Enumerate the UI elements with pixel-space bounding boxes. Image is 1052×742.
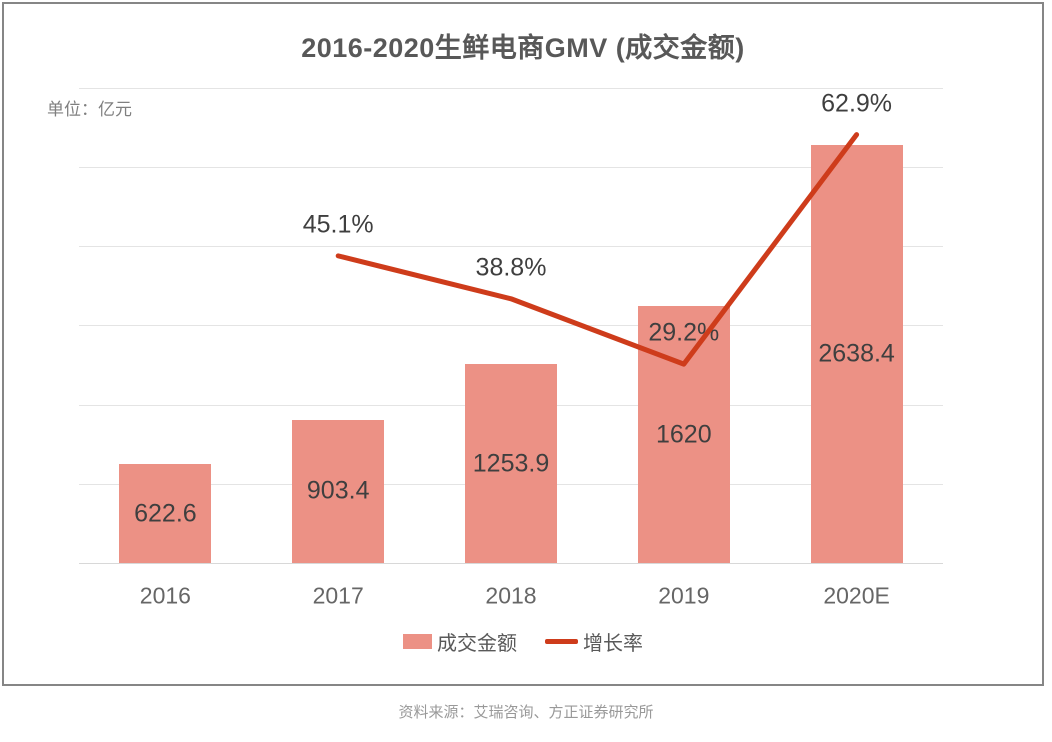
legend-label-growth: 增长率 (583, 632, 643, 655)
bar-value-label-2017: 903.4 (306, 476, 370, 505)
growth-label-2017: 45.1% (302, 210, 374, 239)
bar-value-label-2016: 622.6 (134, 499, 197, 528)
bar-2017 (292, 419, 385, 563)
x-axis-line (79, 563, 943, 564)
source-note: 资料来源：艾瑞咨询、方正证券研究所 (398, 704, 654, 721)
legend-item-gmv: 成交金额 (403, 627, 517, 656)
bar-series-swatch (403, 633, 432, 649)
x-axis-label-2016: 2016 (139, 582, 191, 609)
x-axis-label-2019: 2019 (658, 582, 710, 609)
bar-value-label-2018: 1253.9 (472, 449, 550, 478)
gridline-3000 (79, 87, 943, 89)
bar-value-label-2020E: 2638.4 (818, 339, 895, 368)
x-axis-label-2018: 2018 (485, 582, 537, 609)
bar-2016 (119, 464, 212, 563)
unit-label: 单位：亿元 (47, 100, 132, 119)
bar-2018 (465, 364, 557, 563)
growth-label-2020E: 62.9% (821, 89, 893, 118)
growth-label-2019: 29.2% (648, 318, 720, 347)
bar-value-label-2019: 1620 (655, 420, 712, 449)
legend: 成交金额 增长率 (0, 627, 1046, 656)
chart-title: 2016-2020生鲜电商GMV (成交金额) (301, 33, 745, 63)
line-series-swatch (545, 638, 578, 644)
x-axis-label-2017: 2017 (312, 582, 364, 609)
legend-item-growth: 增长率 (545, 627, 643, 656)
legend-label-gmv: 成交金额 (437, 632, 517, 655)
growth-label-2018: 38.8% (475, 253, 547, 282)
x-axis-label-2020E: 2020E (823, 582, 890, 609)
